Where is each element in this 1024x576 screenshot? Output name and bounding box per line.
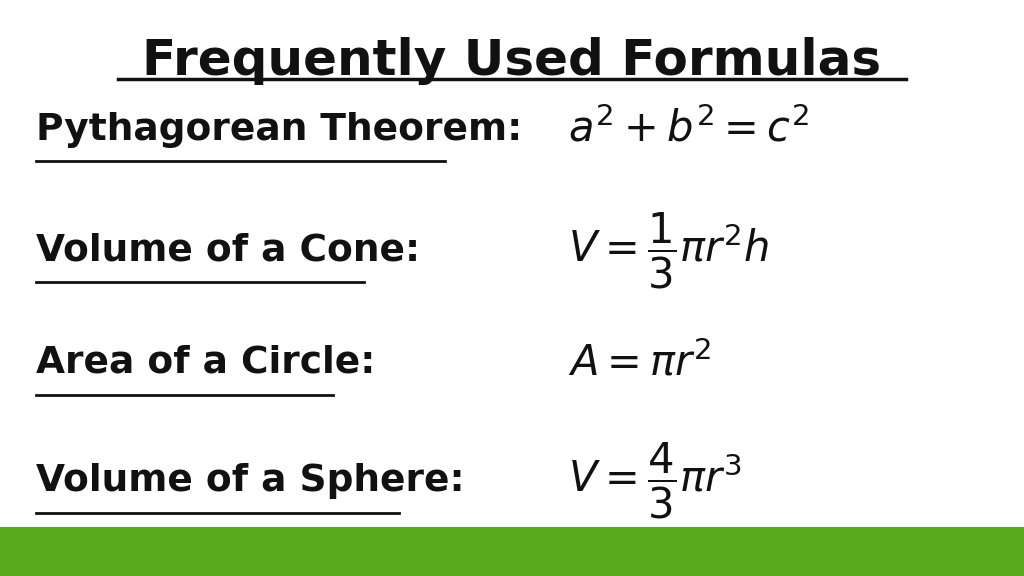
Text: Pythagorean Theorem:: Pythagorean Theorem: (36, 112, 522, 147)
Text: Volume of a Sphere:: Volume of a Sphere: (36, 463, 465, 499)
Text: Area of a Circle:: Area of a Circle: (36, 345, 375, 381)
Text: $A = \pi r^{2}$: $A = \pi r^{2}$ (568, 342, 712, 384)
Bar (0, 527, 1024, 576)
Text: Volume of a Cone:: Volume of a Cone: (36, 233, 420, 268)
Text: $a^{2} + b^{2} = c^{2}$: $a^{2} + b^{2} = c^{2}$ (568, 108, 810, 151)
Text: $V = \dfrac{1}{3}\pi r^{2}h$: $V = \dfrac{1}{3}\pi r^{2}h$ (568, 211, 769, 290)
Text: Frequently Used Formulas: Frequently Used Formulas (142, 37, 882, 85)
Text: $V = \dfrac{4}{3}\pi r^{3}$: $V = \dfrac{4}{3}\pi r^{3}$ (568, 441, 742, 521)
